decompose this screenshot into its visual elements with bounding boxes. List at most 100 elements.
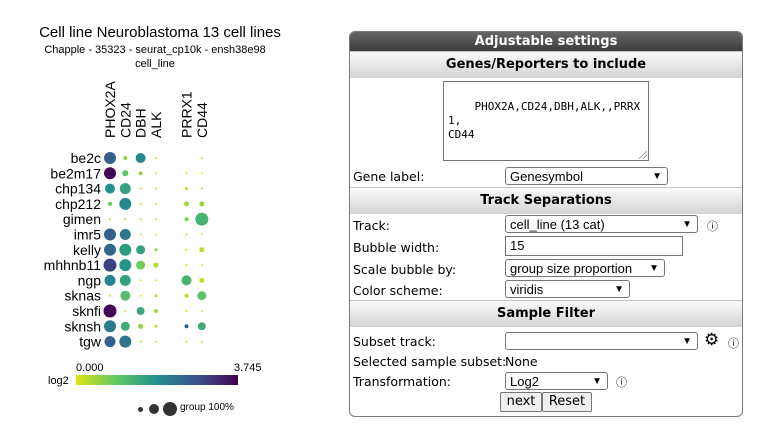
bubble bbox=[122, 170, 129, 177]
bubble bbox=[139, 294, 142, 297]
genes-textarea[interactable]: PHOX2A,CD24,DBH,ALK,,PRRX1, CD44 bbox=[443, 81, 649, 161]
bubble-width-input[interactable]: 15 bbox=[505, 236, 683, 256]
bubble bbox=[200, 264, 203, 267]
size-legend-large bbox=[163, 402, 177, 416]
chevron-down-icon: ▼ bbox=[682, 336, 692, 347]
resize-grip-icon[interactable] bbox=[639, 151, 647, 159]
transformation-select[interactable]: Log2 ▼ bbox=[505, 372, 608, 390]
gene-label: CD44 bbox=[194, 102, 210, 138]
bubble bbox=[200, 172, 203, 175]
cell-line-label: be2m17 bbox=[50, 165, 101, 181]
bubble bbox=[154, 233, 157, 236]
gene-label-value: Genesymbol bbox=[510, 169, 583, 184]
cell-line-label: gimen bbox=[63, 211, 101, 227]
bubble bbox=[124, 218, 127, 221]
bubble bbox=[184, 324, 189, 329]
bubble bbox=[153, 262, 159, 268]
gene-label: ALK bbox=[148, 111, 164, 138]
cell-line-label: imr5 bbox=[74, 227, 101, 243]
bubble bbox=[119, 274, 131, 286]
genes-section-header: Genes/Reporters to include bbox=[350, 51, 742, 78]
track-label: Track: bbox=[353, 218, 390, 233]
bubble bbox=[119, 183, 131, 195]
cell-line-label: kelly bbox=[73, 242, 101, 258]
reset-button[interactable]: Reset bbox=[542, 392, 592, 412]
bubble bbox=[135, 153, 146, 163]
bubble bbox=[195, 212, 209, 226]
info-icon[interactable]: ⓘ bbox=[707, 221, 718, 233]
bubble bbox=[200, 340, 203, 343]
size-legend-small bbox=[138, 407, 143, 412]
bubble bbox=[104, 243, 116, 256]
bubble bbox=[138, 323, 144, 329]
scale-bubble-select[interactable]: group size proportion ▼ bbox=[505, 259, 665, 277]
bubble bbox=[154, 172, 157, 175]
color-scheme-label: Color scheme: bbox=[353, 283, 443, 298]
bubble bbox=[185, 172, 188, 175]
bubble bbox=[139, 340, 142, 343]
subset-track-select[interactable]: ▼ bbox=[505, 332, 698, 350]
bubble bbox=[105, 183, 115, 194]
gene-label-label: Gene label: bbox=[353, 169, 425, 184]
bubble bbox=[104, 228, 116, 241]
bubble bbox=[185, 187, 188, 191]
chevron-down-icon: ▼ bbox=[592, 376, 602, 387]
bubble bbox=[119, 197, 132, 210]
cell-line-label: sknfi bbox=[72, 303, 101, 319]
size-legend-label: group 100% bbox=[180, 402, 234, 413]
bubble bbox=[139, 218, 142, 221]
bubble-width-label: Bubble width: bbox=[353, 240, 440, 255]
gear-icon[interactable]: ⚙ bbox=[704, 330, 720, 349]
bubble bbox=[154, 202, 157, 205]
gene-label-select[interactable]: Genesymbol ▼ bbox=[505, 167, 668, 185]
bubble bbox=[185, 310, 188, 312]
size-legend-medium bbox=[149, 404, 159, 414]
bubble bbox=[109, 218, 111, 221]
scale-bubble-value: group size proportion bbox=[510, 261, 633, 276]
info-icon[interactable]: ⓘ bbox=[616, 377, 627, 389]
bubble bbox=[136, 307, 145, 315]
bubble-width-value: 15 bbox=[510, 238, 525, 253]
colorbar bbox=[76, 375, 238, 385]
bubble bbox=[197, 322, 206, 331]
bubble bbox=[185, 248, 188, 251]
bubble bbox=[200, 233, 203, 236]
selected-subset-value: None bbox=[505, 354, 538, 369]
bubble bbox=[184, 293, 189, 298]
bubble bbox=[109, 294, 111, 297]
chevron-down-icon: ▼ bbox=[614, 284, 624, 295]
settings-panel: Adjustable settings Genes/Reporters to i… bbox=[349, 31, 743, 417]
subset-track-label: Subset track: bbox=[353, 334, 436, 349]
bubble bbox=[185, 340, 188, 343]
color-scheme-select[interactable]: viridis ▼ bbox=[505, 280, 630, 298]
bubble bbox=[123, 156, 128, 160]
gene-label: PHOX2A bbox=[102, 81, 118, 138]
cell-line-label: ngp bbox=[78, 272, 102, 288]
bubble bbox=[199, 201, 205, 207]
cell-line-label: sknas bbox=[64, 288, 101, 304]
next-button[interactable]: next bbox=[500, 392, 542, 412]
info-icon[interactable]: ⓘ bbox=[728, 338, 739, 350]
bubble bbox=[185, 233, 188, 236]
colorbar-max: 3.745 bbox=[234, 362, 262, 374]
bubble bbox=[185, 264, 188, 267]
track-select[interactable]: cell_line (13 cat) ▼ bbox=[505, 215, 698, 233]
sample-filter-section-header: Sample Filter bbox=[350, 300, 742, 327]
cell-line-label: chp134 bbox=[55, 181, 101, 197]
bubble bbox=[124, 310, 127, 312]
bubble bbox=[154, 324, 158, 328]
color-scheme-value: viridis bbox=[510, 282, 544, 297]
transformation-label: Transformation: bbox=[353, 374, 451, 389]
transformation-value: Log2 bbox=[510, 374, 539, 389]
bubble bbox=[153, 309, 158, 313]
bubble bbox=[138, 171, 143, 176]
bubble bbox=[197, 291, 207, 301]
cell-line-label: be2c bbox=[71, 150, 101, 166]
bubble bbox=[154, 340, 157, 343]
scale-bubble-label: Scale bubble by: bbox=[353, 262, 457, 277]
bubble bbox=[139, 279, 142, 282]
bubble bbox=[104, 167, 116, 180]
cell-line-label: mhhnb11 bbox=[44, 257, 102, 273]
bubble-plot: Cell line Neuroblastoma 13 cell lines Ch… bbox=[0, 0, 330, 441]
bubble bbox=[104, 274, 116, 286]
